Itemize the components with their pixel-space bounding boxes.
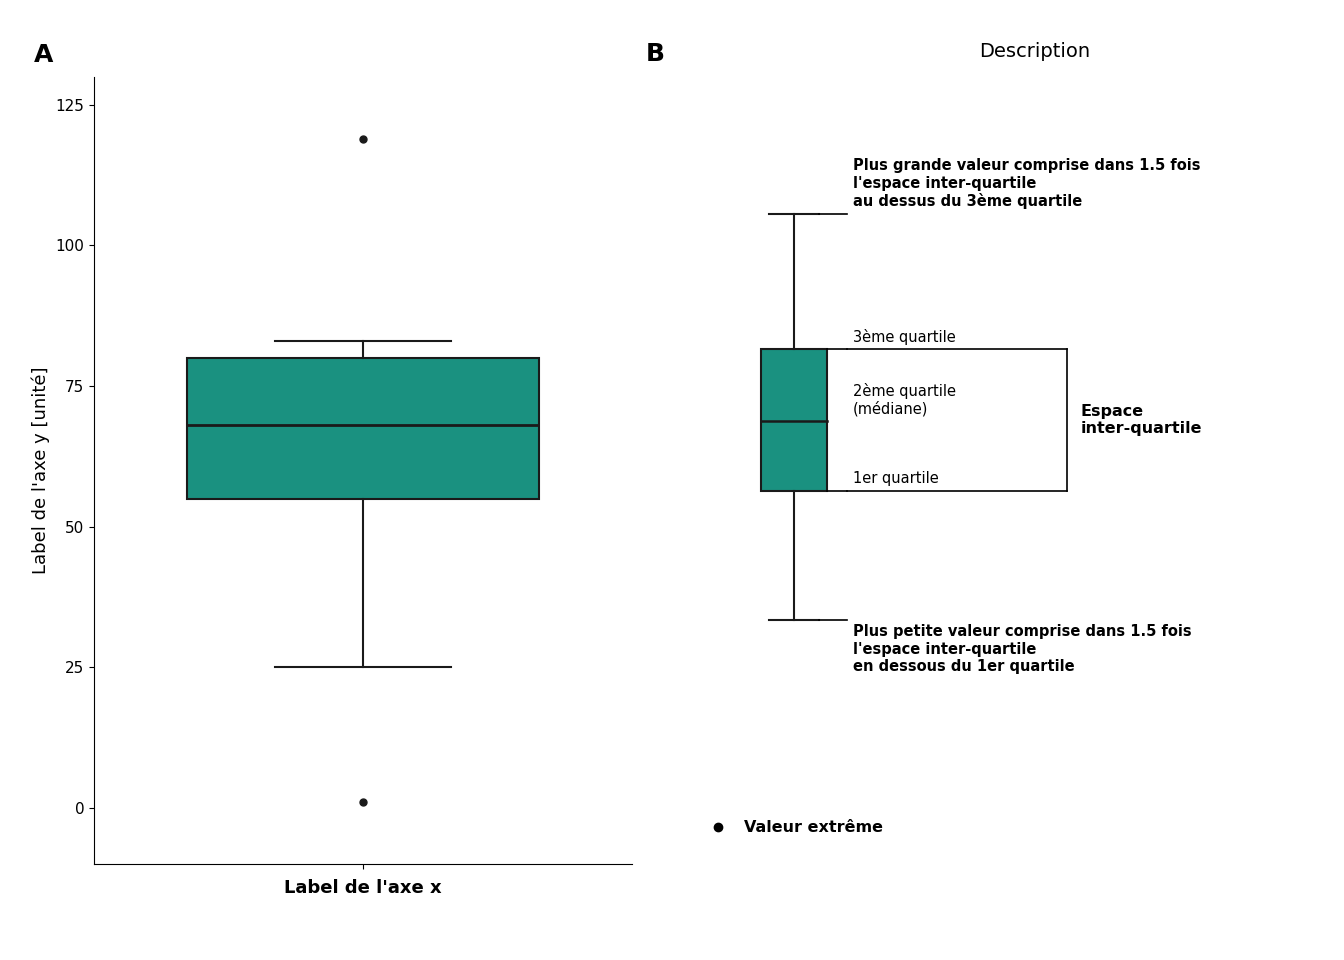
Text: Plus grande valeur comprise dans 1.5 fois
l'espace inter-quartile
au dessus du 3: Plus grande valeur comprise dans 1.5 foi… <box>853 158 1200 209</box>
Text: 2ème quartile
(médiane): 2ème quartile (médiane) <box>853 383 956 417</box>
Text: B: B <box>645 42 665 66</box>
Text: Plus petite valeur comprise dans 1.5 fois
l'espace inter-quartile
en dessous du : Plus petite valeur comprise dans 1.5 foi… <box>853 624 1192 674</box>
Text: 1er quartile: 1er quartile <box>853 471 939 487</box>
X-axis label: Label de l'axe x: Label de l'axe x <box>284 879 442 898</box>
Text: Valeur extrême: Valeur extrême <box>745 820 883 835</box>
Text: 3ème quartile: 3ème quartile <box>853 328 956 345</box>
PathPatch shape <box>187 358 539 498</box>
Text: Description: Description <box>978 42 1090 61</box>
Polygon shape <box>761 349 827 491</box>
Text: A: A <box>34 43 52 67</box>
Y-axis label: Label de l'axe y [unité]: Label de l'axe y [unité] <box>31 367 50 574</box>
Text: Espace
inter-quartile: Espace inter-quartile <box>1081 404 1202 436</box>
